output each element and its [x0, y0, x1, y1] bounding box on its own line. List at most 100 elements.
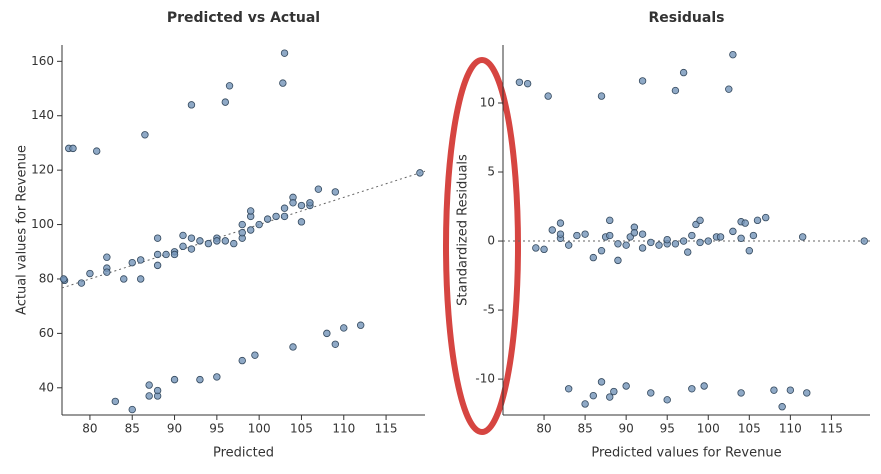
y-tick-label: 100 — [31, 217, 54, 231]
point — [700, 382, 708, 390]
point — [749, 231, 758, 240]
x-tick-label: 90 — [619, 422, 634, 436]
point — [221, 237, 230, 245]
x-tick-label: 100 — [248, 422, 271, 436]
point — [581, 230, 589, 238]
point — [238, 229, 246, 237]
point — [614, 240, 622, 248]
point — [170, 375, 179, 384]
x-tick-label: 100 — [697, 422, 720, 436]
x-tick-label: 115 — [375, 422, 398, 436]
point — [622, 382, 630, 390]
point — [238, 220, 246, 229]
x-axis-label: Predicted — [213, 446, 274, 461]
x-tick-label: 115 — [820, 422, 843, 436]
y-axis-label: Standardized Residuals — [456, 154, 471, 306]
point — [671, 86, 680, 95]
point — [263, 215, 272, 223]
point — [213, 237, 221, 245]
point — [145, 381, 153, 389]
point — [103, 253, 111, 261]
x-tick-label: 110 — [779, 422, 802, 436]
point — [671, 240, 680, 248]
point — [69, 144, 77, 153]
point — [162, 250, 170, 259]
point — [564, 241, 573, 249]
point — [741, 219, 749, 227]
point — [204, 239, 213, 248]
point — [77, 279, 86, 287]
point — [145, 392, 153, 400]
point — [246, 226, 255, 234]
point — [340, 324, 348, 332]
point — [606, 216, 614, 225]
point — [86, 269, 94, 278]
point — [221, 98, 230, 106]
point — [323, 329, 331, 338]
point — [297, 218, 306, 226]
point — [225, 82, 234, 90]
point — [647, 238, 655, 247]
point — [589, 391, 598, 400]
point — [196, 237, 204, 245]
point — [610, 387, 618, 396]
point — [745, 247, 754, 255]
point — [272, 212, 280, 221]
point — [573, 231, 581, 240]
point — [136, 256, 145, 264]
point — [696, 216, 704, 225]
point — [103, 268, 111, 276]
point — [280, 49, 289, 57]
x-tick-label: 95 — [660, 422, 675, 436]
point — [289, 199, 297, 207]
point — [647, 389, 655, 397]
point — [179, 242, 187, 251]
point — [153, 234, 162, 242]
point — [725, 85, 733, 93]
y-tick-label: 40 — [39, 380, 54, 394]
point — [798, 233, 807, 241]
point — [581, 400, 589, 408]
point — [803, 389, 811, 397]
y-axis-label: Actual values for Revenue — [15, 145, 30, 315]
point — [729, 50, 737, 59]
x-tick-label: 105 — [738, 422, 761, 436]
point — [128, 405, 136, 414]
y-tick-label: 140 — [31, 108, 54, 122]
point — [655, 241, 663, 249]
point — [638, 244, 647, 252]
x-tick-label: 110 — [332, 422, 355, 436]
point — [314, 185, 323, 193]
chart-title: Residuals — [649, 10, 725, 26]
point — [111, 397, 120, 406]
x-tick-label: 80 — [536, 422, 551, 436]
point — [737, 234, 745, 242]
point — [688, 385, 696, 393]
point — [762, 213, 770, 222]
point — [622, 241, 630, 249]
point — [606, 231, 614, 240]
y-tick-label: 5 — [487, 165, 495, 179]
point — [688, 231, 696, 240]
x-tick-label: 90 — [167, 422, 182, 436]
point — [770, 386, 778, 394]
point — [630, 229, 639, 237]
point — [289, 343, 297, 351]
point — [280, 212, 289, 221]
point — [187, 234, 196, 242]
y-tick-label: -10 — [475, 372, 495, 386]
x-tick-label: 105 — [290, 422, 313, 436]
y-tick-label: 80 — [39, 271, 54, 285]
point — [679, 237, 688, 245]
y-tick-label: 120 — [31, 163, 54, 177]
chart-title: Predicted vs Actual — [167, 10, 320, 26]
point — [356, 321, 365, 329]
point — [297, 201, 306, 210]
point — [238, 356, 246, 365]
point — [416, 169, 424, 177]
point — [187, 245, 196, 253]
point — [246, 207, 255, 215]
point — [663, 396, 671, 404]
point — [196, 375, 204, 384]
y-tick-label: 60 — [39, 326, 54, 340]
